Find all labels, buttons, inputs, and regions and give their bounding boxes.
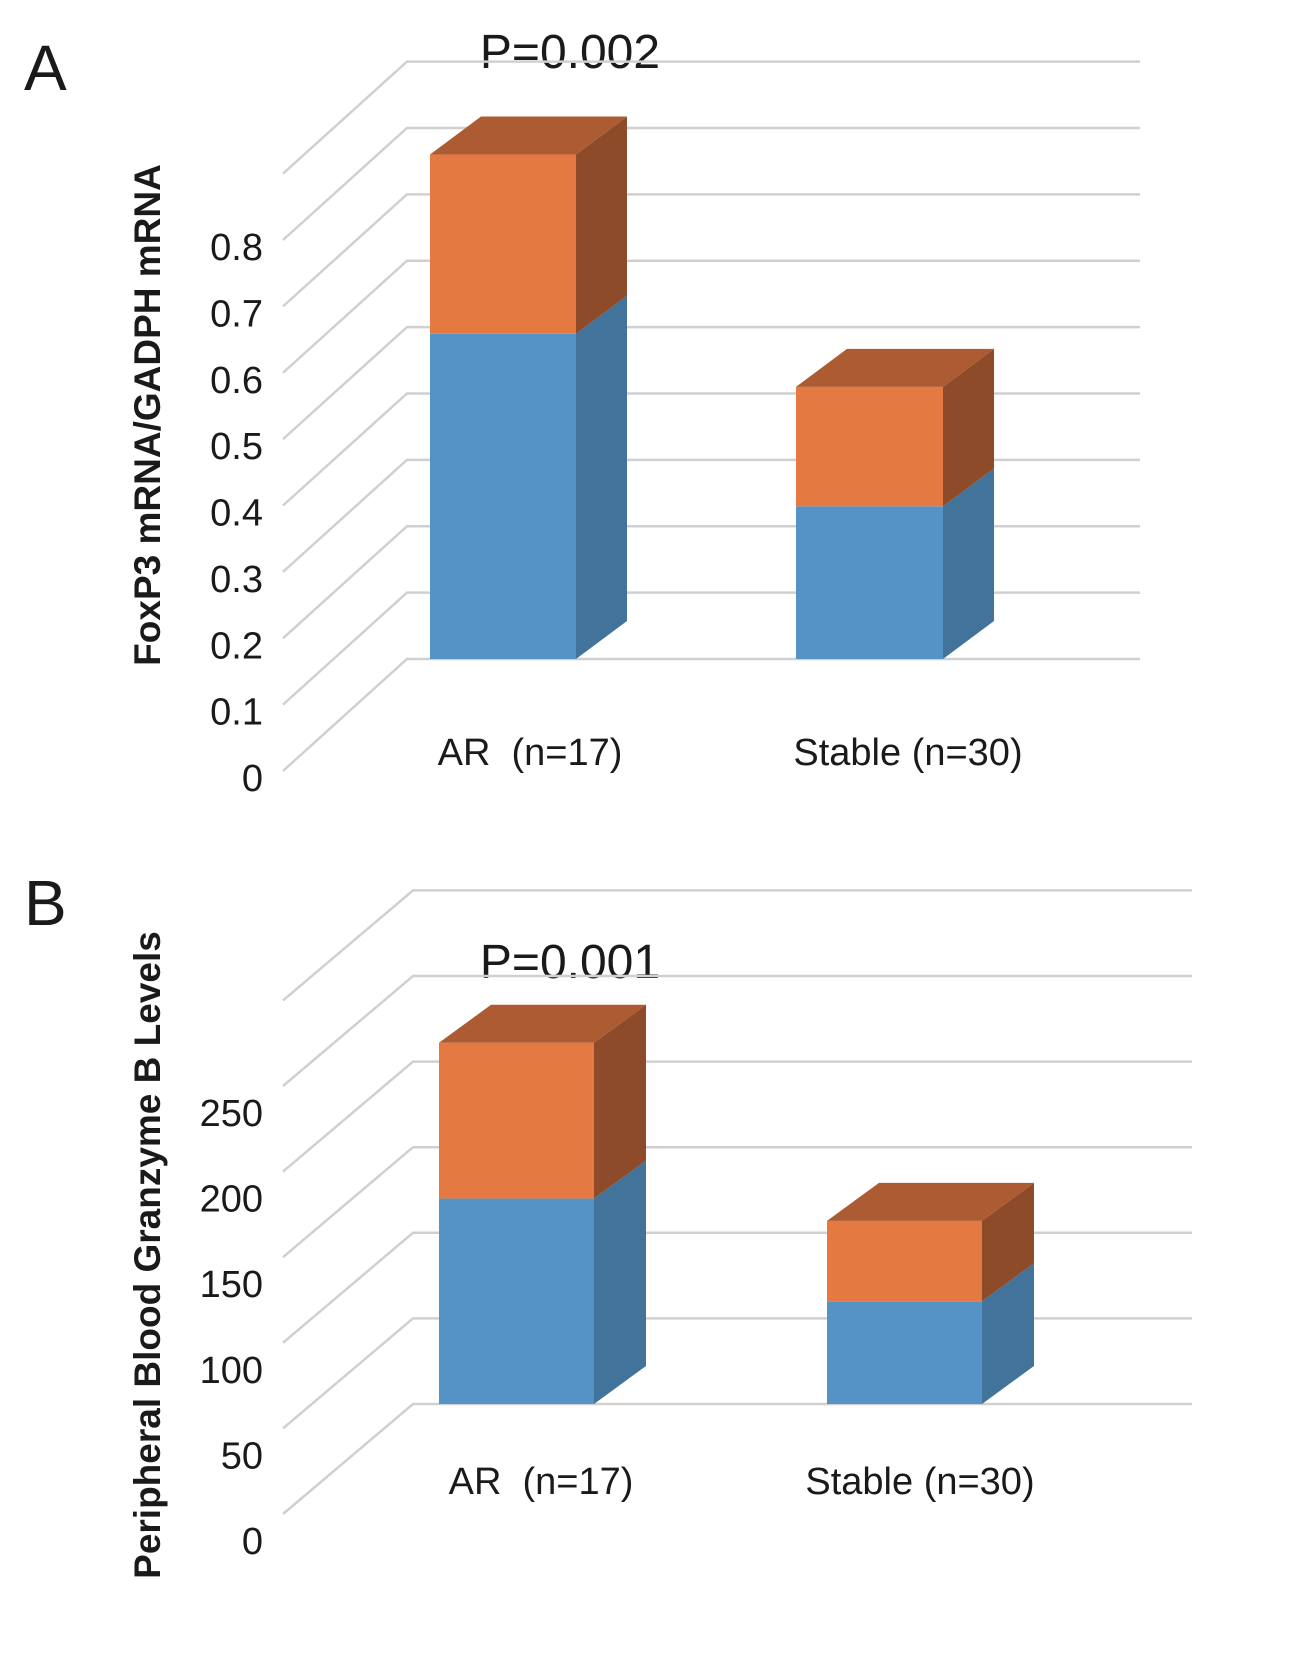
x-category-label: Stable (n=30) (793, 732, 1022, 774)
bar-side (576, 116, 627, 334)
gridline (282, 525, 1140, 640)
bar-side (576, 295, 627, 659)
gridline (282, 60, 1140, 175)
panel-a-categories: AR (n=17) Stable (n=30) (438, 732, 1023, 774)
bar-segment (796, 468, 994, 659)
bar-front (827, 1220, 982, 1302)
panel-a-y-ticks: 0 0.1 0.2 0.3 0.4 0.5 0.6 0.7 0.8 (210, 227, 263, 800)
bar-segment (796, 348, 994, 507)
panel-letter-b: B (24, 867, 67, 939)
y-tick-label: 0.7 (210, 293, 263, 335)
bar-front (439, 1198, 594, 1404)
y-tick-label: 100 (200, 1350, 263, 1392)
gridline (282, 1145, 1192, 1259)
bar-side (982, 1182, 1034, 1302)
y-tick-label: 0.8 (210, 227, 263, 269)
panel-a-gridlines (282, 60, 1140, 772)
bar-segment (439, 1004, 646, 1199)
panel-b-categories: AR (n=17) Stable (n=30) (449, 1461, 1035, 1503)
bar-front (827, 1301, 982, 1404)
panel-b-bars (439, 1004, 1034, 1404)
panel-a: A P=0.002 FoxP3 mRNA/GADPH mRNA 00.10.20… (24, 26, 1140, 800)
gridline (282, 1402, 1192, 1515)
x-category-label: AR (n=17) (449, 1461, 634, 1503)
bar-side (943, 468, 994, 659)
y-tick-label: 150 (200, 1264, 263, 1306)
y-tick-label: 0 (242, 1521, 263, 1563)
y-tick-label: 0.6 (210, 360, 263, 402)
y-tick-label: 0.1 (210, 692, 263, 734)
gridline (282, 126, 1140, 241)
bar-front (439, 1042, 594, 1199)
bar-top (430, 116, 627, 155)
bar-side (594, 1160, 646, 1404)
bar-segment (439, 1160, 646, 1404)
bar-top (796, 348, 994, 387)
bar-segment (430, 295, 627, 659)
bar-segment (827, 1182, 1034, 1302)
bar-top (439, 1004, 646, 1043)
bar-front (796, 386, 943, 507)
bar-side (943, 348, 994, 507)
x-category-label: Stable (n=30) (805, 1461, 1034, 1503)
y-tick-label: 0 (242, 758, 263, 800)
gridline (282, 325, 1140, 441)
bar-front (430, 154, 576, 334)
panel-b-y-axis-label: Peripheral Blood Granzyme B Levels (127, 931, 168, 1579)
panel-b: B P=0.001 Peripheral Blood Granzyme B Le… (24, 867, 1192, 1579)
bar-front (796, 506, 943, 659)
bar-front (430, 333, 576, 659)
panel-a-y-axis-label: FoxP3 mRNA/GADPH mRNA (127, 164, 168, 666)
bar-top (827, 1182, 1034, 1221)
y-tick-label: 0.4 (210, 493, 263, 535)
y-tick-label: 0.5 (210, 426, 263, 468)
panel-letter-a: A (24, 32, 67, 104)
bar-segment (430, 116, 627, 334)
panel-a-bars (430, 116, 994, 659)
gridline (282, 1317, 1192, 1430)
y-tick-label: 0.2 (210, 625, 263, 667)
gridline (282, 392, 1140, 507)
y-tick-label: 50 (221, 1435, 263, 1477)
bar-side (594, 1004, 646, 1199)
y-tick-label: 250 (200, 1093, 263, 1135)
gridline (282, 889, 1192, 1002)
gridline (282, 1060, 1192, 1173)
gridline (282, 458, 1140, 573)
y-tick-label: 0.3 (210, 559, 263, 601)
panel-a-title: P=0.002 (480, 26, 660, 79)
panel-b-title: P=0.001 (480, 936, 660, 989)
bar-side (982, 1263, 1034, 1404)
gridline (282, 591, 1140, 706)
gridline (282, 259, 1140, 374)
x-category-label: AR (n=17) (438, 732, 623, 774)
gridline (282, 193, 1140, 308)
y-tick-label: 200 (200, 1179, 263, 1221)
panel-b-gridlines (282, 889, 1192, 1515)
gridline (282, 974, 1192, 1087)
gridline (282, 1231, 1192, 1344)
panel-b-y-ticks: 0 50 100 150 200 250 (200, 1093, 263, 1563)
bar-segment (827, 1263, 1034, 1404)
